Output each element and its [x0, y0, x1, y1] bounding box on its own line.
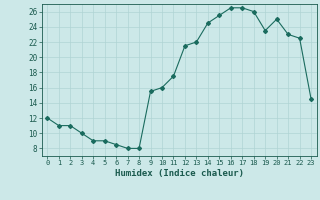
X-axis label: Humidex (Indice chaleur): Humidex (Indice chaleur)	[115, 169, 244, 178]
